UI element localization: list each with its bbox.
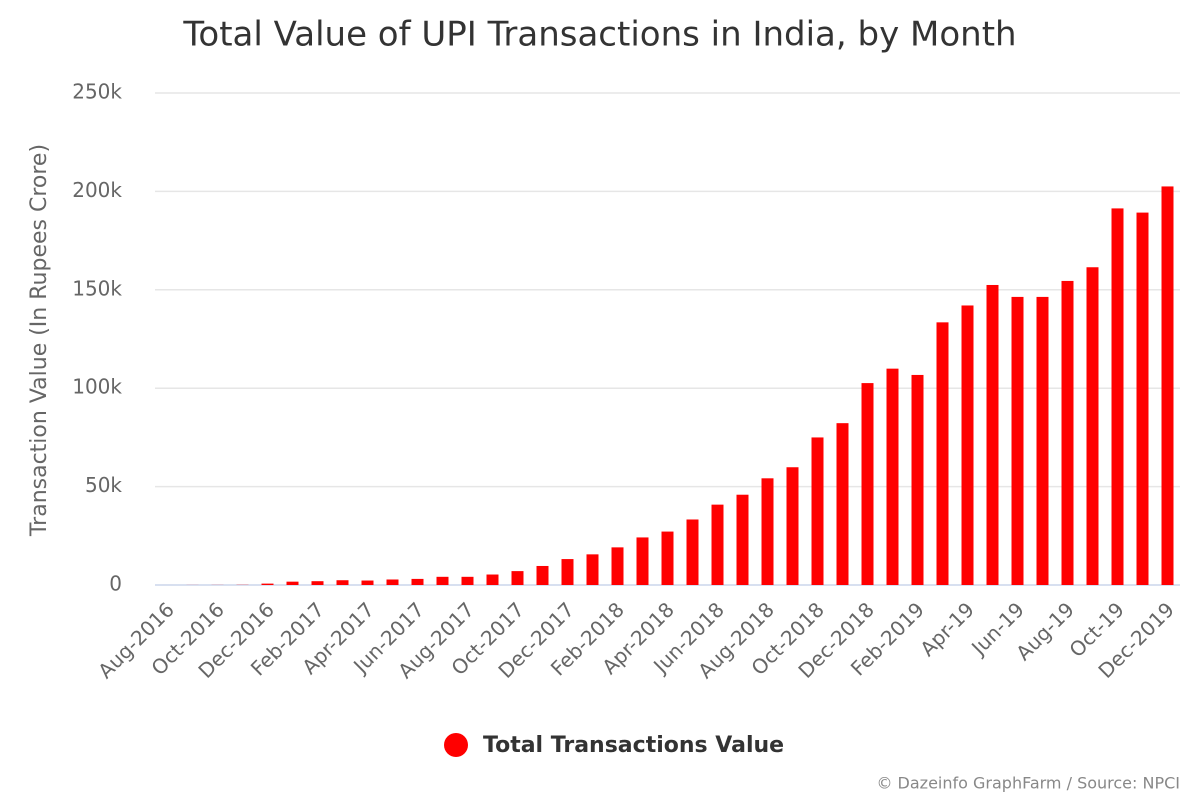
- bar: [986, 284, 999, 585]
- bar: [386, 579, 399, 585]
- credit: © Dazeinfo GraphFarm / Source: NPCI: [876, 774, 1180, 793]
- bar: [686, 519, 699, 585]
- bar: [911, 374, 924, 585]
- bar: [711, 504, 724, 585]
- bar: [1011, 296, 1024, 585]
- bar: [436, 576, 449, 585]
- bar: [736, 494, 749, 585]
- bar: [411, 578, 424, 585]
- bar: [961, 305, 974, 585]
- bar: [1061, 280, 1074, 585]
- bar: [811, 437, 824, 585]
- bar: [836, 423, 849, 585]
- bar: [586, 554, 599, 585]
- bar: [661, 531, 674, 585]
- bar: [636, 537, 649, 585]
- bar: [286, 581, 299, 585]
- bar: [861, 383, 874, 585]
- bar: [611, 547, 624, 585]
- legend-marker: [444, 733, 468, 757]
- y-tick-label: 0: [109, 572, 122, 596]
- bar: [1111, 208, 1124, 585]
- bar: [486, 574, 499, 585]
- y-tick-label: 250k: [72, 80, 122, 104]
- bar: [561, 559, 574, 585]
- bar: [311, 581, 324, 585]
- bar: [336, 580, 349, 585]
- bar: [761, 478, 774, 585]
- bar: [886, 368, 899, 585]
- bar: [261, 583, 274, 585]
- x-tick-label: Apr-19: [915, 597, 979, 661]
- bar: [536, 565, 549, 585]
- bar: [1086, 267, 1099, 585]
- y-tick-label: 150k: [72, 276, 122, 300]
- bar: [511, 571, 524, 585]
- y-axis-title: Transaction Value (In Rupees Crore): [27, 144, 52, 537]
- chart-title: Total Value of UPI Transactions in India…: [182, 15, 1016, 55]
- y-tick-label: 50k: [85, 473, 122, 497]
- bar: [361, 580, 374, 585]
- bar: [461, 576, 474, 585]
- bar: [936, 322, 949, 585]
- bar: [1036, 296, 1049, 585]
- y-tick-label: 200k: [72, 178, 122, 202]
- legend-label[interactable]: Total Transactions Value: [483, 733, 784, 758]
- bar: [1161, 186, 1174, 586]
- bar: [786, 467, 799, 585]
- y-tick-label: 100k: [72, 375, 122, 399]
- bar: [1136, 212, 1149, 585]
